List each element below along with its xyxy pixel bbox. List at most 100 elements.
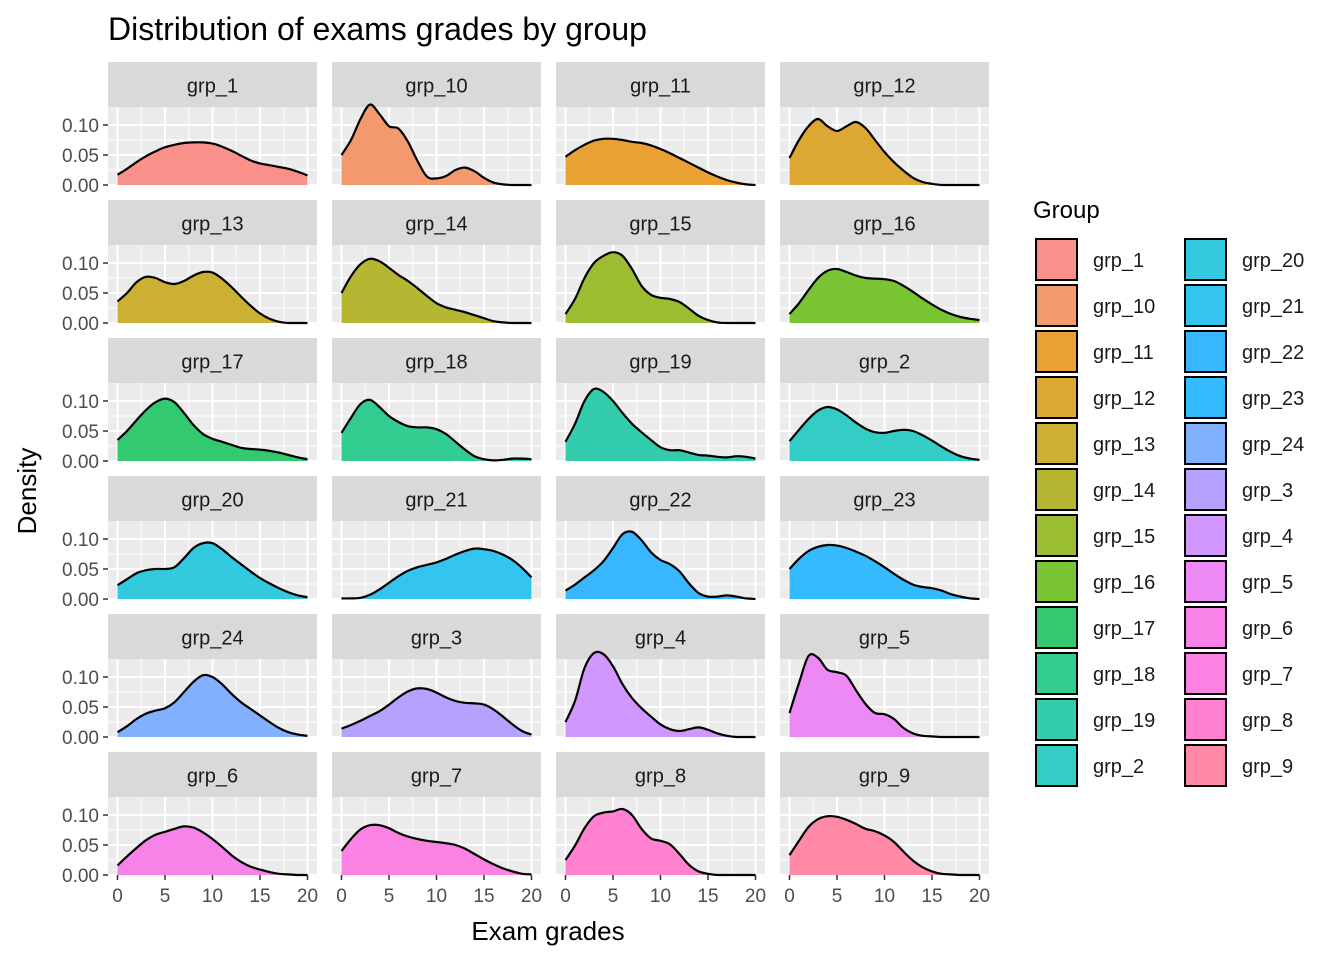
y-tick-label: 0.00 [62, 314, 99, 335]
facet-strip [556, 338, 765, 383]
x-tick-label: 10 [650, 886, 671, 907]
legend-item-grp_13: grp_13 [1035, 422, 1155, 465]
y-tick-label: 0.10 [62, 116, 99, 137]
facet-panels: grp_1 grp_10 grp_11 grp_12 grp_13 grp_14 grp_1… [108, 62, 989, 877]
chart-title: Distribution of exams grades by group [108, 11, 647, 47]
density-area-grp_15 [565, 252, 756, 323]
x-tick-label: 5 [832, 886, 843, 907]
legend-key [1035, 284, 1078, 327]
density-area-grp_19 [565, 388, 756, 461]
facet-panel-grp_21: grp_21 [332, 476, 541, 600]
y-tick-label: 0.10 [62, 806, 99, 827]
facet-strip [108, 62, 317, 107]
facet-panel-grp_20: grp_20 [108, 476, 317, 600]
density-line-grp_8 [564, 807, 756, 877]
facet-strip [780, 62, 989, 107]
facet-panel-grp_5: grp_5 [780, 614, 989, 739]
legend-key [1184, 238, 1227, 281]
density-area-grp_13 [117, 271, 308, 323]
density-line-grp_14 [340, 257, 532, 325]
facet-strip-label: grp_14 [405, 214, 467, 236]
x-tick-label: 0 [560, 886, 571, 907]
facet-strip [780, 614, 989, 659]
legend-item-grp_24: grp_24 [1184, 422, 1304, 465]
y-tick-label: 0.05 [62, 284, 99, 305]
legend-title: Group [1033, 197, 1100, 224]
legend-key [1184, 698, 1227, 741]
legend-key [1035, 560, 1078, 603]
legend-label: grp_7 [1242, 664, 1293, 686]
legend-item-grp_19: grp_19 [1035, 698, 1155, 741]
legend-label: grp_18 [1093, 664, 1155, 686]
density-line-grp_19 [564, 387, 756, 460]
y-tick-label: 0.10 [62, 530, 99, 551]
facet-strip [780, 476, 989, 521]
legend-key [1035, 514, 1078, 557]
legend-item-grp_8: grp_8 [1184, 698, 1293, 741]
facet-strip [556, 752, 765, 797]
legend-item-grp_23: grp_23 [1184, 376, 1304, 419]
legend-key [1035, 376, 1078, 419]
facet-strip-label: grp_18 [405, 352, 467, 374]
density-area-grp_21 [341, 548, 532, 599]
facet-strip-label: grp_8 [635, 766, 686, 788]
facet-strip-label: grp_22 [629, 490, 691, 512]
legend-item-grp_9: grp_9 [1184, 744, 1293, 787]
facet-strip [780, 752, 989, 797]
facet-panel-grp_3: grp_3 [332, 614, 541, 738]
facet-strip-label: grp_3 [411, 628, 462, 650]
facet-strip [556, 476, 765, 521]
legend-key [1035, 422, 1078, 465]
y-tick-label: 0.10 [62, 254, 99, 275]
density-area-grp_9 [789, 816, 980, 875]
legend-label: grp_3 [1242, 480, 1293, 502]
density-line-grp_13 [116, 270, 308, 325]
legend-key [1035, 468, 1078, 511]
x-tick-label: 20 [521, 886, 542, 907]
legend-key [1035, 330, 1078, 373]
density-line-grp_9 [788, 814, 980, 877]
x-axes: 0 5 10 15 20 0 5 10 15 20 0 5 10 15 20 0 5 10 15 20 [112, 875, 990, 907]
facet-strip [332, 614, 541, 659]
legend-label: grp_10 [1093, 296, 1155, 318]
density-line-grp_1 [116, 141, 308, 177]
legend-item-grp_7: grp_7 [1184, 652, 1293, 695]
facet-strip-label: grp_5 [859, 628, 910, 650]
density-line-grp_17 [116, 397, 308, 461]
legend-label: grp_23 [1242, 388, 1304, 410]
legend-key [1035, 606, 1078, 649]
facet-strip-label: grp_1 [187, 76, 238, 98]
legend-key [1035, 238, 1078, 281]
legend-item-grp_20: grp_20 [1184, 238, 1304, 281]
legend-label: grp_24 [1242, 434, 1304, 456]
facet-panel-grp_24: grp_24 [108, 614, 317, 738]
density-line-grp_7 [340, 823, 532, 876]
y-tick-label: 0.05 [62, 836, 99, 857]
density-line-grp_12 [788, 117, 980, 187]
y-tick-label: 0.05 [62, 422, 99, 443]
facet-strip [108, 614, 317, 659]
x-tick-label: 15 [249, 886, 270, 907]
x-tick-label: 20 [745, 886, 766, 907]
y-tick-label: 0.05 [62, 698, 99, 719]
legend-label: grp_2 [1093, 756, 1144, 778]
legend-items: grp_1 grp_10 grp_11 grp_12 grp_13 grp_14 grp_1… [1035, 238, 1304, 787]
legend-item-grp_2: grp_2 [1035, 744, 1144, 787]
y-tick-label: 0.00 [62, 866, 99, 887]
facet-strip-label: grp_6 [187, 766, 238, 788]
y-tick-label: 0.05 [62, 560, 99, 581]
facet-panel-grp_22: grp_22 [556, 476, 765, 601]
y-axis-label: Density [12, 448, 42, 535]
density-area-grp_24 [117, 674, 308, 737]
legend-key [1184, 376, 1227, 419]
x-tick-label: 10 [202, 886, 223, 907]
facet-strip-label: grp_2 [859, 352, 910, 374]
facet-panel-grp_18: grp_18 [332, 338, 541, 462]
density-area-grp_14 [341, 258, 532, 323]
density-area-grp_7 [341, 824, 532, 875]
facet-panel-grp_7: grp_7 [332, 752, 541, 876]
facet-strip [108, 200, 317, 245]
x-axis-label: Exam grades [471, 916, 624, 946]
facet-panel-grp_11: grp_11 [556, 62, 765, 187]
